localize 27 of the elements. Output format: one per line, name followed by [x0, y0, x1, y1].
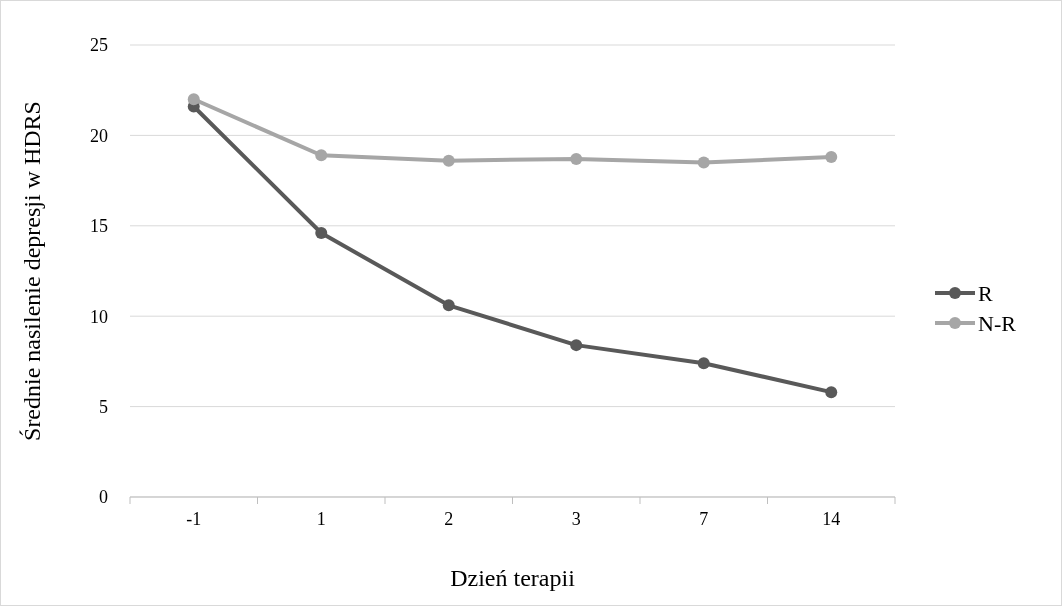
y-tick-label: 20 — [90, 125, 108, 146]
point — [442, 154, 455, 167]
legend-label: N-R — [978, 310, 1017, 336]
y-tick-label: 5 — [99, 396, 108, 417]
x-tick-label: 1 — [316, 509, 326, 529]
x-tick-label: 2 — [444, 509, 454, 529]
point — [315, 149, 328, 162]
x-tick-label: 3 — [571, 509, 581, 529]
y-tick-label: 10 — [90, 306, 108, 327]
point — [442, 299, 455, 312]
point — [697, 156, 710, 169]
point — [825, 151, 838, 164]
x-tick-label: 7 — [699, 509, 709, 529]
point — [187, 93, 200, 106]
y-axis-title: Średnie nasilenie depresji w HDRS — [19, 101, 45, 441]
point — [570, 339, 583, 352]
point — [315, 227, 328, 240]
point — [825, 386, 838, 399]
x-tick-label: -1 — [186, 509, 202, 529]
y-tick-label: 0 — [99, 487, 108, 508]
point — [697, 357, 710, 370]
x-axis-title: Dzień terapii — [450, 565, 576, 591]
y-tick-label: 15 — [90, 216, 108, 237]
point — [570, 152, 583, 165]
x-tick-label: 14 — [822, 509, 841, 529]
y-tick-label: 25 — [90, 35, 108, 56]
legend-label: R — [978, 280, 993, 306]
